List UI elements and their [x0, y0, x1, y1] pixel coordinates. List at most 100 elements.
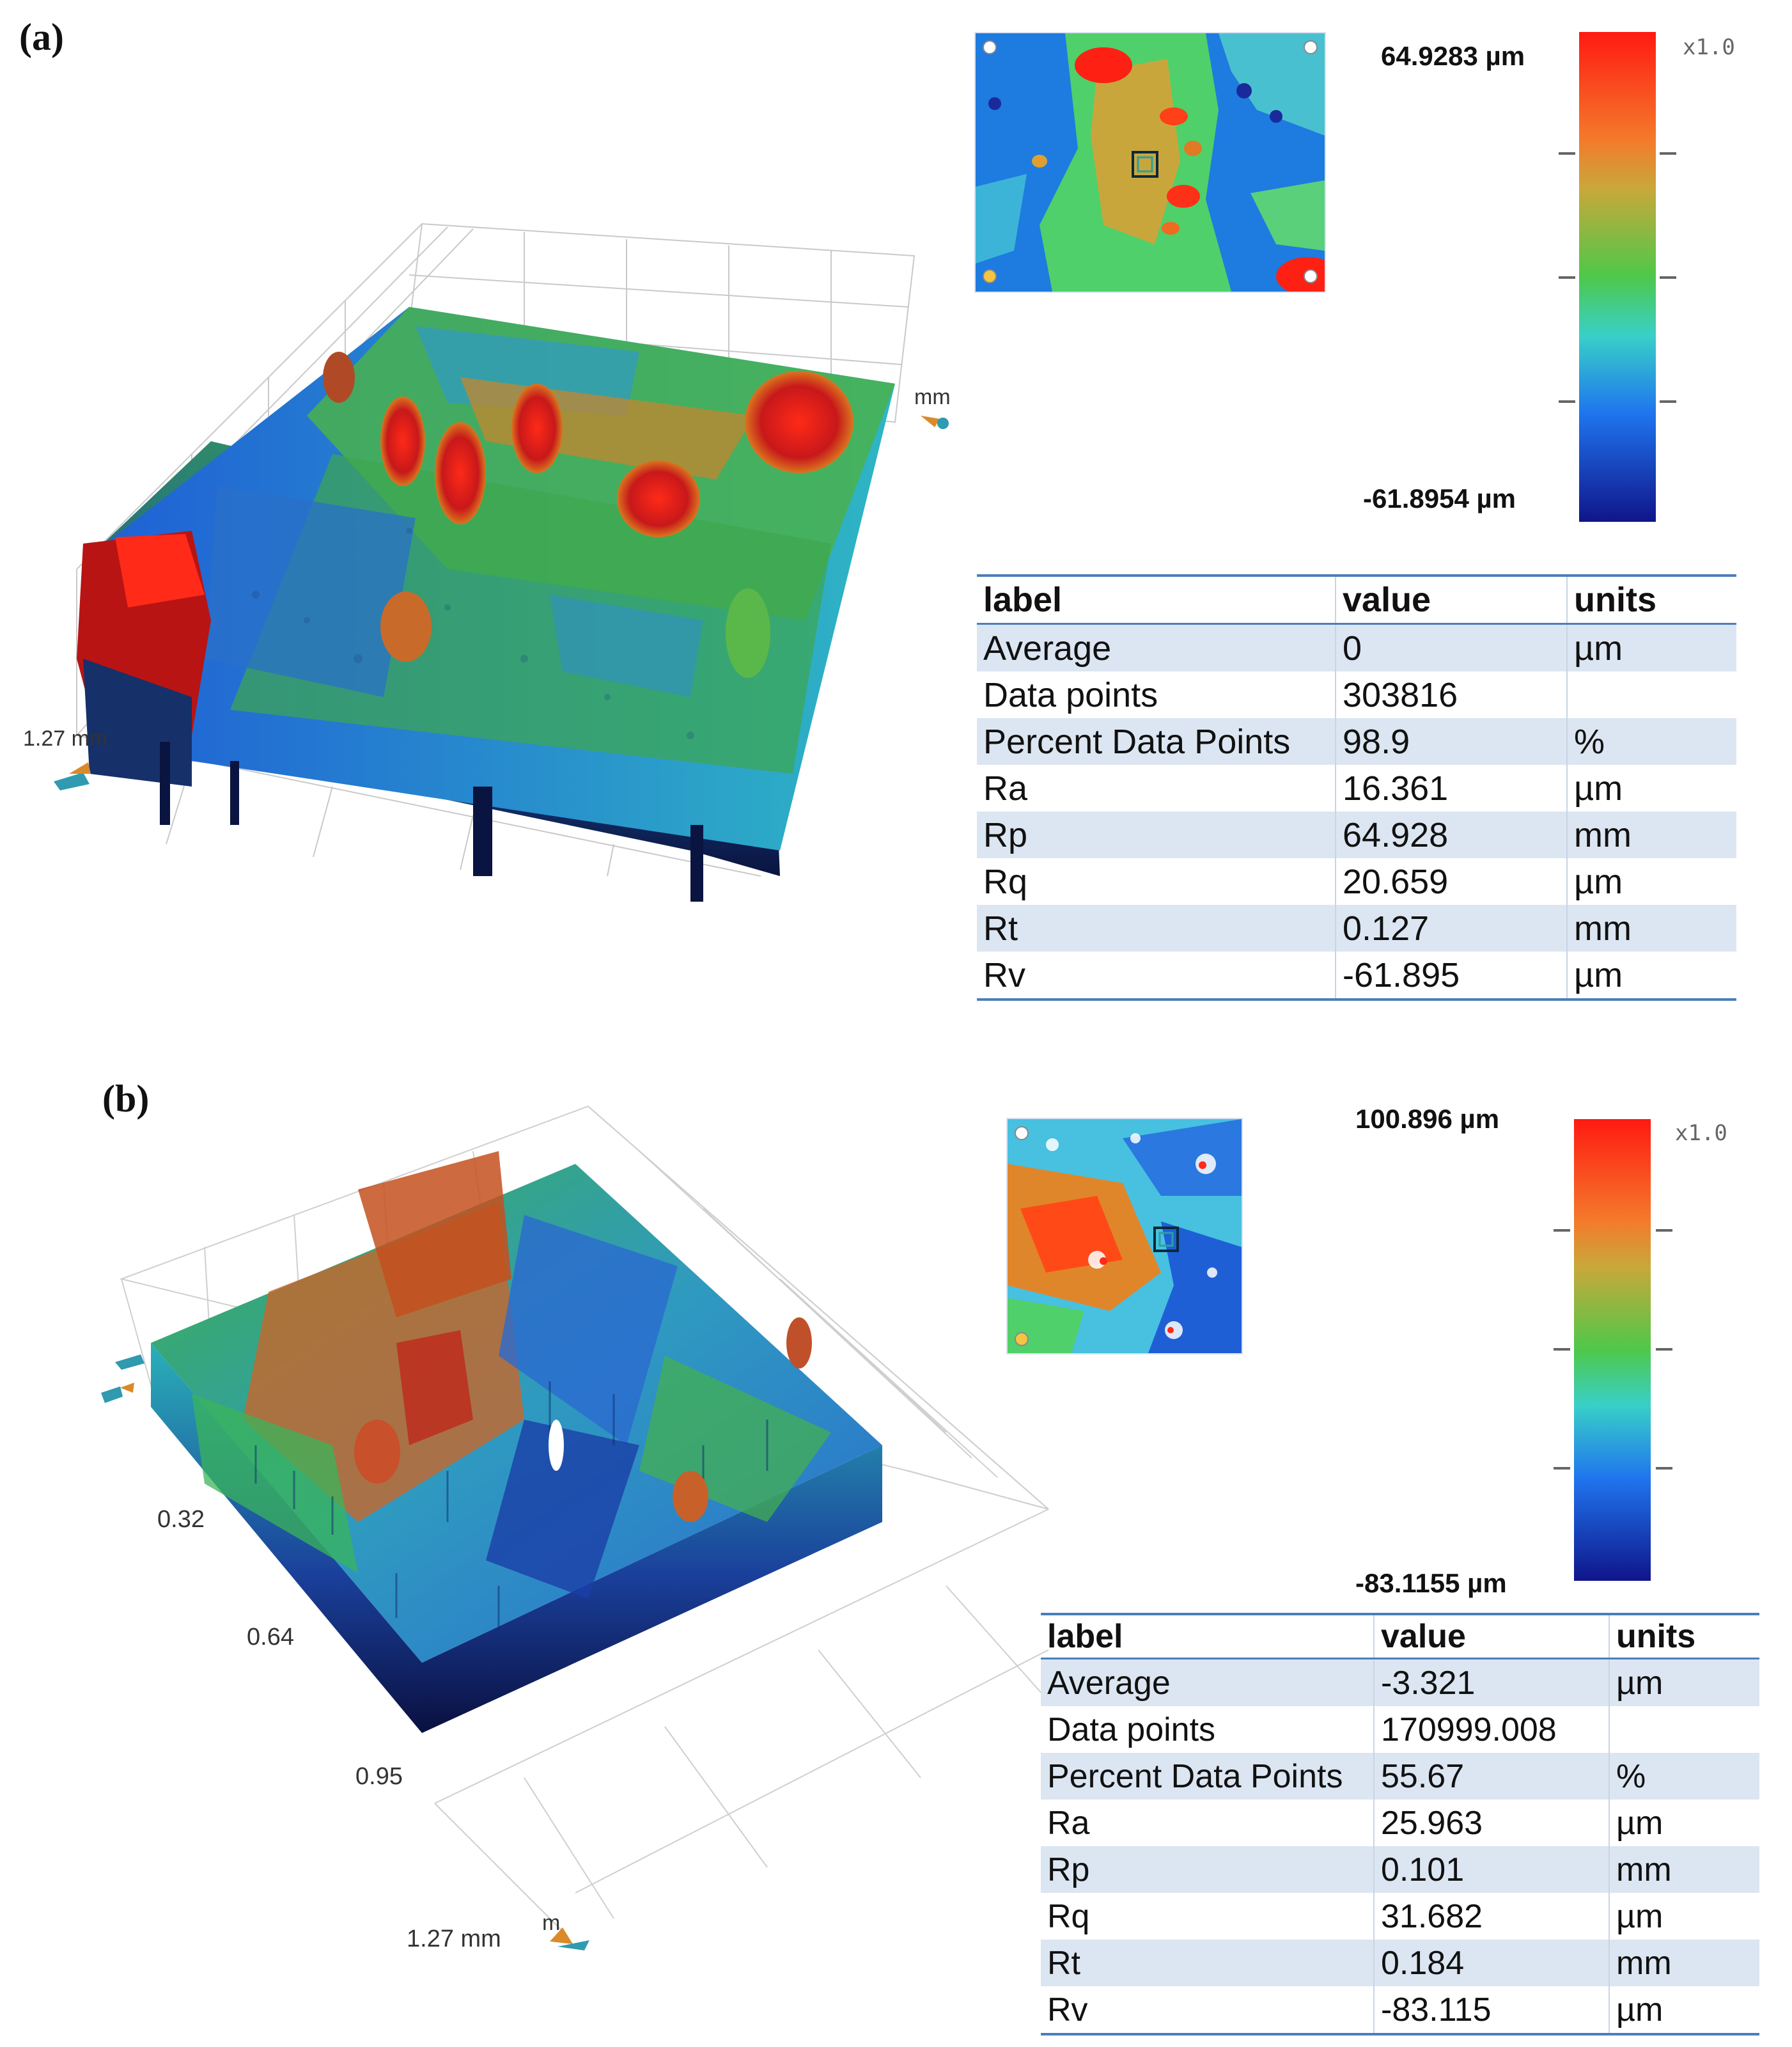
- table-cell: [1567, 671, 1736, 718]
- table-cell: µm: [1574, 769, 1623, 808]
- table-cell: Data points: [1041, 1706, 1375, 1753]
- table-row: Percent Data Points 55.67%: [1041, 1753, 1759, 1800]
- table-row: Data points 303816: [977, 671, 1736, 718]
- panel-a-colorbar-tick: [1660, 152, 1676, 155]
- table-cell: 98.9: [1336, 718, 1568, 765]
- table-cell: %: [1609, 1753, 1759, 1800]
- table-row: Rp 64.928 mm: [977, 812, 1736, 858]
- panel-b-scale-min: -83.1155 µm: [1355, 1568, 1507, 1598]
- table-cell: 170999.008: [1374, 1706, 1610, 1753]
- panel-b-colorbar-tick: [1656, 1467, 1672, 1470]
- table-cell: Ra: [977, 765, 1336, 812]
- table-cell: Rv: [1041, 1986, 1375, 2034]
- panel-a-colorbar: [1579, 32, 1656, 522]
- table-cell: µm: [1616, 1897, 1663, 1935]
- table-cell: 16.361: [1336, 765, 1568, 812]
- table-cell: -61.895: [1336, 952, 1568, 1000]
- panel-a-axis-unit: mm: [914, 385, 951, 409]
- table-cell: Rq: [977, 858, 1336, 905]
- panel-a-colorbar-tick: [1660, 400, 1676, 403]
- selection-marker-icon[interactable]: [1153, 1227, 1179, 1252]
- panel-b-axis-extent: 1.27 mm: [407, 1925, 501, 1952]
- panel-a-scale-min: -61.8954 µm: [1363, 483, 1516, 514]
- selection-marker-icon[interactable]: [1132, 151, 1158, 178]
- panel-b-3d-surface[interactable]: 0.32 0.64 0.95 1.27 mm m: [0, 1087, 1087, 1982]
- table-row: Rv -83.115 µm: [1041, 1986, 1759, 2034]
- table-row: Average -3.321 µm: [1041, 1658, 1759, 1706]
- panel-b-scale-max: 100.896 µm: [1355, 1104, 1500, 1134]
- table-cell: mm: [1609, 1846, 1759, 1893]
- table-row: Rp 0.101 mm: [1041, 1846, 1759, 1893]
- table-row: Rv -61.895 µm: [977, 952, 1736, 1000]
- table-row: Ra 25.963 µm: [1041, 1800, 1759, 1846]
- table-row: Percent Data Points 98.9%: [977, 718, 1736, 765]
- table-cell: 0.101: [1374, 1846, 1610, 1893]
- table-cell: Rt: [1041, 1940, 1375, 1986]
- panel-a-scale-max: 64.9283 µm: [1381, 41, 1525, 71]
- panel-b-label: (b): [102, 1078, 150, 1120]
- table-cell: Percent Data Points: [977, 718, 1336, 765]
- table-cell: Average: [977, 624, 1336, 671]
- table-cell: 0.184: [1374, 1940, 1610, 1986]
- table-cell: Data points: [977, 671, 1336, 718]
- orientation-gizmo-icon[interactable]: [101, 1354, 589, 1950]
- panel-a-colorbar-tick: [1559, 276, 1575, 279]
- panel-a-colorbar-tick: [1660, 276, 1676, 279]
- orientation-gizmo-icon[interactable]: [54, 416, 949, 790]
- table-cell: 64.928: [1336, 812, 1568, 858]
- table-row: Average 0 µm: [977, 624, 1736, 671]
- panel-b-colorbar-tick: [1554, 1229, 1570, 1232]
- light-bulb-icon[interactable]: [983, 40, 1318, 283]
- table-header: label: [1041, 1614, 1375, 1659]
- table-row: Rt 0.184 mm: [1041, 1940, 1759, 1986]
- table-cell: µm: [1616, 1991, 1663, 2028]
- panel-a-colorbar-tick: [1559, 400, 1575, 403]
- table-cell: Ra: [1041, 1800, 1375, 1846]
- panel-a-colorbar-tick: [1559, 152, 1575, 155]
- table-cell: mm: [1567, 905, 1736, 952]
- table-cell: [1609, 1706, 1759, 1753]
- table-row: Rt 0.127 mm: [977, 905, 1736, 952]
- table-cell: 20.659: [1336, 858, 1568, 905]
- panel-b-grid: [119, 1105, 1049, 1932]
- table-cell: 25.963: [1374, 1800, 1610, 1846]
- table-cell: µm: [1567, 624, 1736, 671]
- table-cell: 55.67: [1374, 1753, 1610, 1800]
- table-cell: µm: [1574, 955, 1623, 994]
- table-cell: Rp: [1041, 1846, 1375, 1893]
- table-row: Ra 16.361 µm: [977, 765, 1736, 812]
- panel-b-thumbnail[interactable]: [1006, 1118, 1243, 1354]
- table-cell: Percent Data Points: [1041, 1753, 1375, 1800]
- panel-b-colorbar-tick: [1554, 1348, 1570, 1351]
- table-cell: %: [1567, 718, 1736, 765]
- table-header: value: [1374, 1614, 1610, 1659]
- table-row: Data points 170999.008: [1041, 1706, 1759, 1753]
- panel-b-colorbar-tick: [1554, 1467, 1570, 1470]
- panel-b-stats-table: label value units Average -3.321 µm Data p…: [1041, 1613, 1759, 2035]
- panel-a-axis-extent: 1.27 mm: [23, 726, 107, 751]
- table-cell: 31.682: [1374, 1893, 1610, 1940]
- table-header: units: [1609, 1614, 1759, 1659]
- panel-b-tick-1: 0.32: [157, 1506, 205, 1533]
- table-cell: 303816: [1336, 671, 1568, 718]
- panel-a-label: (a): [19, 16, 64, 58]
- panel-b-multiplier: x1.0: [1675, 1120, 1727, 1146]
- table-cell: mm: [1609, 1940, 1759, 1986]
- panel-b-colorbar-tick: [1656, 1348, 1672, 1351]
- panel-b-colorbar: [1574, 1119, 1651, 1581]
- table-header: label: [977, 576, 1336, 625]
- panel-b-axis-unit: m: [542, 1911, 560, 1935]
- table-row: Rq 20.659 µm: [977, 858, 1736, 905]
- panel-a-3d-surface[interactable]: mm 1.27 mm: [0, 211, 972, 902]
- table-header: units: [1567, 576, 1736, 625]
- panel-a-multiplier: x1.0: [1683, 35, 1735, 60]
- light-bulb-icon[interactable]: [1015, 1126, 1029, 1346]
- table-row: Rq 31.682 µm: [1041, 1893, 1759, 1940]
- table-cell: Rp: [977, 812, 1336, 858]
- panel-b-tick-3: 0.95: [355, 1763, 403, 1790]
- table-cell: -83.115: [1374, 1986, 1610, 2034]
- table-cell: Rv: [977, 952, 1336, 1000]
- panel-a-thumbnail[interactable]: [974, 32, 1326, 293]
- table-cell: µm: [1616, 1804, 1663, 1842]
- panel-a-peaks: [323, 352, 853, 678]
